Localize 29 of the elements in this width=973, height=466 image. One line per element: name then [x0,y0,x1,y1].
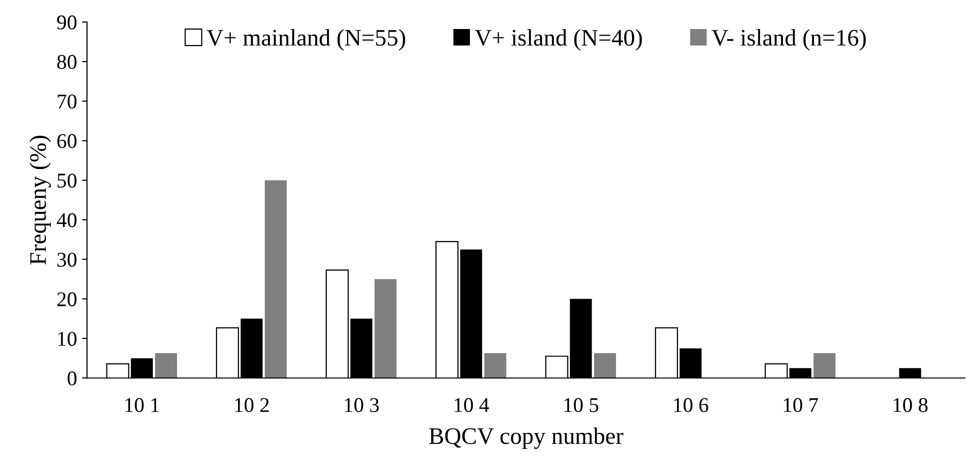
x-tick-label: 10 4 [454,398,490,412]
y-tick-label: 50 [58,174,76,188]
y-tick-label: 80 [57,54,76,69]
y-axis-title: Frequeny (%) [29,136,51,265]
legend-label: V+ island (N=40) [474,29,642,51]
y-tick-label: 40 [56,213,76,228]
y-tick-label: 10 [58,332,76,346]
x-tick-label: 10 2 [235,398,269,412]
legend-label: V- island (n=16) [712,29,866,51]
y-tick-label: 90 [57,15,76,30]
x-axis-title: BQCV copy number [429,427,624,449]
x-tick-label: 10 3 [344,398,379,412]
y-tick-label: 20 [57,292,76,306]
bar [155,353,177,378]
x-tick-label: 10 6 [674,398,708,412]
y-tick-label: 0 [68,371,76,386]
y-tick-label: 60 [57,134,76,148]
y-tick-label: 30 [57,252,76,267]
legend-label: V+ mainland (N=55) [206,29,406,51]
x-tick-label: 10 1 [125,398,159,412]
x-tick-label: 10 5 [564,398,598,412]
bar [374,279,396,378]
x-tick-label: 10 8 [894,398,928,412]
bar [484,353,506,378]
bar [264,180,287,378]
bar [594,353,616,378]
y-tick-label: 70 [58,94,76,109]
x-tick-label: 10 7 [784,398,818,412]
bar [814,353,836,378]
